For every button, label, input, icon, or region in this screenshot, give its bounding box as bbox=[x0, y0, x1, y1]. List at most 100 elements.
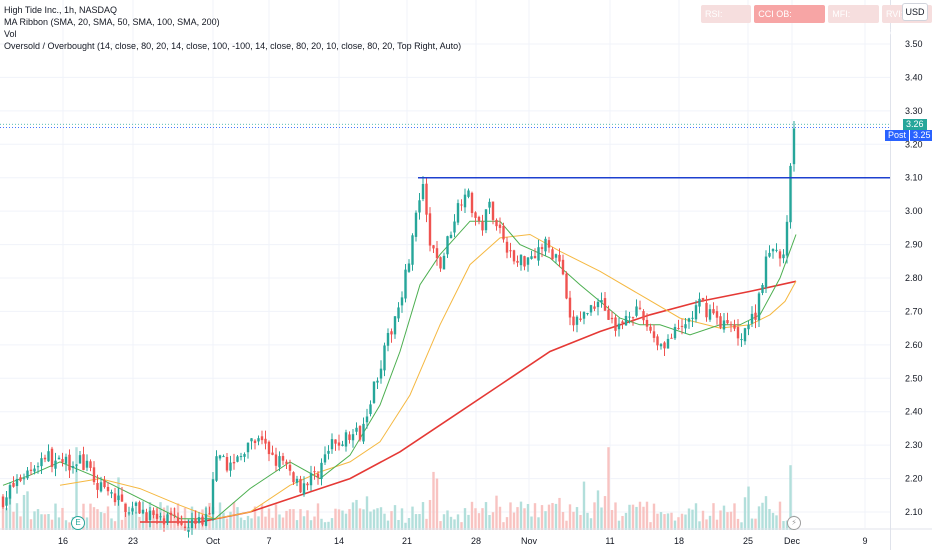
candle-body bbox=[635, 306, 638, 316]
candle-body bbox=[92, 467, 96, 483]
candle-body bbox=[75, 464, 78, 466]
volume-bar bbox=[761, 502, 764, 530]
volume-bar bbox=[691, 509, 694, 530]
volume-bar bbox=[358, 508, 362, 530]
post-label: Post bbox=[885, 130, 910, 141]
volume-bar bbox=[687, 508, 691, 530]
volume-bar bbox=[330, 518, 334, 530]
candle-body bbox=[103, 480, 106, 488]
volume-bar bbox=[561, 511, 565, 530]
volume-bar bbox=[449, 516, 453, 530]
candle-body bbox=[687, 318, 691, 322]
volume-bar bbox=[8, 485, 12, 530]
candle-body bbox=[222, 456, 225, 458]
volume-bar bbox=[299, 509, 302, 530]
volume-bar bbox=[523, 508, 526, 530]
candle-body bbox=[15, 478, 19, 487]
candle-body bbox=[544, 238, 547, 252]
candle-body bbox=[393, 316, 397, 335]
legend-title[interactable]: High Tide Inc., 1h, NASDAQ bbox=[4, 5, 118, 15]
volume-bar bbox=[453, 519, 456, 530]
volume-bar bbox=[502, 522, 505, 530]
candle-body bbox=[299, 478, 302, 493]
candle-body bbox=[432, 245, 435, 249]
candle-body bbox=[40, 458, 43, 467]
legend-ma-ribbon[interactable]: MA Ribbon (SMA, 20, SMA, 50, SMA, 100, S… bbox=[4, 17, 220, 27]
volume-bar bbox=[236, 507, 239, 530]
time-tick-label: Dec bbox=[784, 536, 801, 546]
volume-bar bbox=[75, 447, 78, 530]
candle-body bbox=[330, 439, 334, 450]
candle-body bbox=[194, 518, 197, 524]
candle-body bbox=[166, 514, 169, 523]
candle-body bbox=[747, 324, 750, 330]
candle-body bbox=[110, 492, 113, 494]
candle-body bbox=[782, 254, 785, 259]
candle-body bbox=[236, 456, 239, 462]
volume-bar bbox=[393, 505, 397, 530]
candle-body bbox=[117, 495, 120, 501]
candle-body bbox=[155, 513, 159, 519]
time-tick-label: 21 bbox=[402, 536, 412, 546]
currency-button[interactable]: USD bbox=[902, 3, 928, 21]
candle-body bbox=[162, 518, 166, 525]
time-tick-label: 11 bbox=[605, 536, 614, 546]
volume-bar bbox=[782, 521, 785, 530]
volume-bar bbox=[379, 507, 383, 530]
candle-body bbox=[22, 478, 26, 480]
volume-bar bbox=[250, 518, 253, 530]
volume-bar bbox=[526, 503, 530, 530]
candle-body bbox=[677, 328, 680, 330]
volume-bar bbox=[218, 502, 222, 530]
candle-body bbox=[36, 466, 40, 468]
sma-20-line bbox=[2, 220, 797, 520]
volume-bar bbox=[470, 501, 474, 530]
price-tick-label: 2.80 bbox=[905, 273, 923, 283]
candle-body bbox=[505, 241, 509, 253]
volume-bar bbox=[313, 516, 316, 530]
candle-body bbox=[456, 203, 460, 223]
volume-bar bbox=[239, 517, 243, 530]
volume-bar bbox=[120, 519, 124, 530]
candle-body bbox=[96, 483, 99, 490]
volume-bar bbox=[551, 502, 554, 530]
volume-bar bbox=[628, 504, 631, 530]
volume-bar bbox=[106, 506, 110, 530]
earnings-event-icon[interactable]: E bbox=[71, 516, 85, 530]
volume-bar bbox=[649, 522, 652, 530]
volume-bar bbox=[54, 503, 57, 530]
price-tick-label: 3.20 bbox=[905, 139, 923, 149]
legend-oversold-overbought[interactable]: Oversold / Overbought (14, close, 80, 20… bbox=[4, 41, 462, 51]
volume-bar bbox=[68, 522, 71, 530]
candle-body bbox=[43, 457, 47, 460]
volume-bar bbox=[362, 509, 365, 530]
candle-body bbox=[82, 454, 85, 470]
volume-bar bbox=[474, 508, 477, 530]
volume-bar bbox=[439, 521, 442, 530]
volume-bar bbox=[456, 514, 460, 530]
volume-bar bbox=[435, 478, 439, 530]
candle-body bbox=[407, 263, 411, 272]
candle-body bbox=[47, 451, 50, 462]
volume-bar bbox=[257, 516, 260, 530]
dividend-event-icon[interactable]: ⚡ bbox=[787, 516, 801, 530]
candle-body bbox=[719, 316, 722, 328]
volume-bar bbox=[491, 512, 495, 530]
volume-bar bbox=[425, 518, 428, 530]
volume-bar bbox=[715, 519, 719, 530]
candle-body bbox=[355, 427, 358, 432]
volume-bar bbox=[64, 520, 68, 530]
volume-bar bbox=[558, 497, 561, 530]
candle-body bbox=[106, 486, 110, 492]
volume-bar bbox=[43, 514, 47, 530]
candle-body bbox=[624, 315, 628, 326]
volume-bar bbox=[1, 507, 5, 530]
legend-volume[interactable]: Vol bbox=[4, 29, 17, 39]
candle-body bbox=[659, 344, 663, 347]
candle-body bbox=[173, 514, 176, 516]
candle-body bbox=[733, 324, 736, 329]
volume-bar bbox=[197, 521, 201, 530]
price-tick-label: 2.70 bbox=[905, 306, 923, 316]
